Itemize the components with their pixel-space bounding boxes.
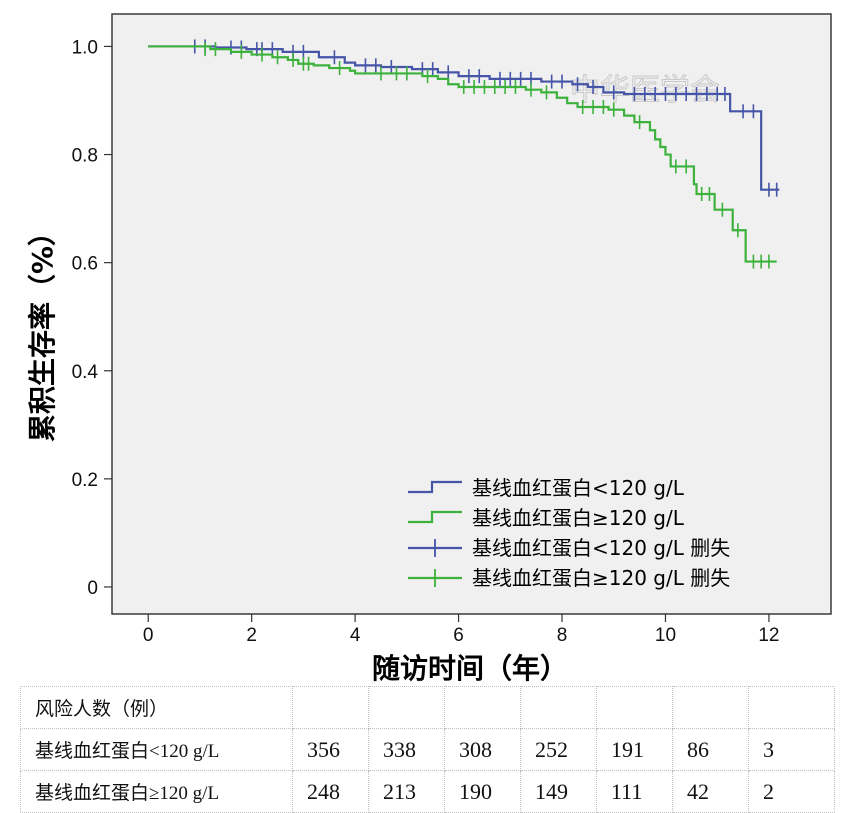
y-axis: 1.0 0.8 0.6 0.4 0.2 0 xyxy=(72,37,112,599)
x-tick-label: 2 xyxy=(246,625,257,646)
risk-count: 191 xyxy=(596,728,673,771)
legend-line-swatch xyxy=(408,480,462,494)
y-tick-label: 0.6 xyxy=(72,254,98,275)
risk-count: 248 xyxy=(292,770,369,813)
x-tick-label: 4 xyxy=(350,625,361,646)
legend: 基线血红蛋白<120 g/L 基线血红蛋白≥120 g/L 基线血红蛋白<120 g… xyxy=(408,476,730,590)
risk-count: 190 xyxy=(444,770,521,813)
y-tick-label: 0.8 xyxy=(72,146,98,167)
legend-label: 基线血红蛋白<120 g/L 删失 xyxy=(472,536,730,560)
km-curve-series-2 xyxy=(148,45,777,263)
risk-count: 111 xyxy=(596,770,673,813)
x-tick-label: 0 xyxy=(143,625,154,646)
series-layer xyxy=(148,39,780,269)
km-curve-series-1 xyxy=(148,45,780,191)
risk-count: 308 xyxy=(444,728,521,771)
risk-count: 356 xyxy=(292,728,369,771)
x-tick-label: 6 xyxy=(453,625,464,646)
risk-row-label: 基线血红蛋白≥120 g/L xyxy=(20,770,293,813)
legend-label: 基线血红蛋白<120 g/L xyxy=(472,476,685,500)
plot-area xyxy=(111,13,832,615)
legend-label: 基线血红蛋白≥120 g/L xyxy=(472,506,685,530)
y-tick-label: 1.0 xyxy=(72,37,98,58)
y-tick-label: 0.4 xyxy=(72,362,99,383)
risk-count: 2 xyxy=(748,770,835,813)
legend-line-swatch xyxy=(408,510,462,524)
y-axis-title: 累积生存率（%） xyxy=(26,218,59,442)
risk-table-header: 风险人数（例） xyxy=(20,686,293,729)
legend-label: 基线血红蛋白≥120 g/L 删失 xyxy=(472,566,730,590)
risk-table-row: 基线血红蛋白<120 g/L 356 338 308 252 191 86 3 xyxy=(20,728,835,771)
y-tick-label: 0.2 xyxy=(72,470,98,491)
risk-table-header-row: 风险人数（例） xyxy=(20,686,835,729)
risk-count: 42 xyxy=(672,770,749,813)
x-axis-title: 随访时间（年） xyxy=(372,652,568,685)
risk-count: 252 xyxy=(520,728,597,771)
risk-count: 338 xyxy=(368,728,445,771)
x-axis: 0 2 4 6 8 10 12 xyxy=(143,614,779,646)
km-chart: 中华医学会 1.00.80.60.40.20 0 2 4 6 8 10 12 累积生存率（%… xyxy=(26,13,832,685)
x-tick-label: 10 xyxy=(655,625,676,646)
risk-table: 风险人数（例） 基线血红蛋白<120 g/L 356 338 308 252 1… xyxy=(20,686,835,813)
risk-count: 149 xyxy=(520,770,597,813)
risk-table-row: 基线血红蛋白≥120 g/L 248 213 190 149 111 42 2 xyxy=(20,770,835,813)
y-tick-label: 0 xyxy=(87,578,98,599)
risk-count: 213 xyxy=(368,770,445,813)
risk-row-label: 基线血红蛋白<120 g/L xyxy=(20,728,293,771)
risk-count: 86 xyxy=(672,728,749,771)
x-tick-label: 8 xyxy=(557,625,568,646)
x-tick-label: 12 xyxy=(758,625,779,646)
risk-count: 3 xyxy=(748,728,835,771)
